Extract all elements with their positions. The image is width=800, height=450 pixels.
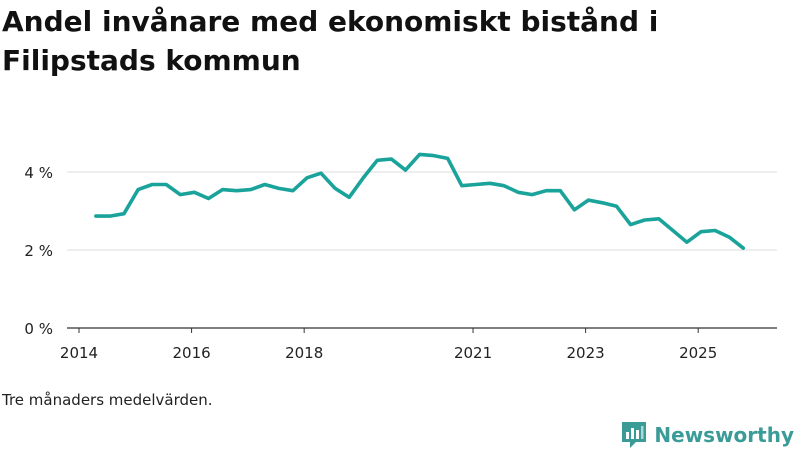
grid-lines <box>67 171 777 251</box>
chart-caption: Tre månaders medelvärden. <box>2 391 213 409</box>
series-layer <box>94 152 746 250</box>
y-tick-label: 4 % <box>24 164 53 182</box>
x-tick-label: 2016 <box>172 344 210 362</box>
brand-logo[interactable]: Newsworthy <box>620 420 794 450</box>
x-tick-label: 2023 <box>567 344 605 362</box>
y-axis-ticks: 0 % 2 % 4 % <box>24 164 53 338</box>
y-tick-label: 2 % <box>24 242 53 260</box>
x-axis-ticks: 2014 2016 2018 2021 2023 2025 <box>60 328 717 362</box>
y-tick-label: 0 % <box>24 320 53 338</box>
brand-name: Newsworthy <box>654 423 794 447</box>
x-tick-label: 2025 <box>679 344 717 362</box>
x-tick-label: 2021 <box>454 344 492 362</box>
series-line <box>94 152 746 250</box>
newsworthy-logo-icon <box>622 422 647 448</box>
x-tick-label: 2018 <box>285 344 323 362</box>
chart-title: Andel invånare med ekonomiskt bistånd i … <box>2 5 659 77</box>
x-tick-label: 2014 <box>60 344 98 362</box>
